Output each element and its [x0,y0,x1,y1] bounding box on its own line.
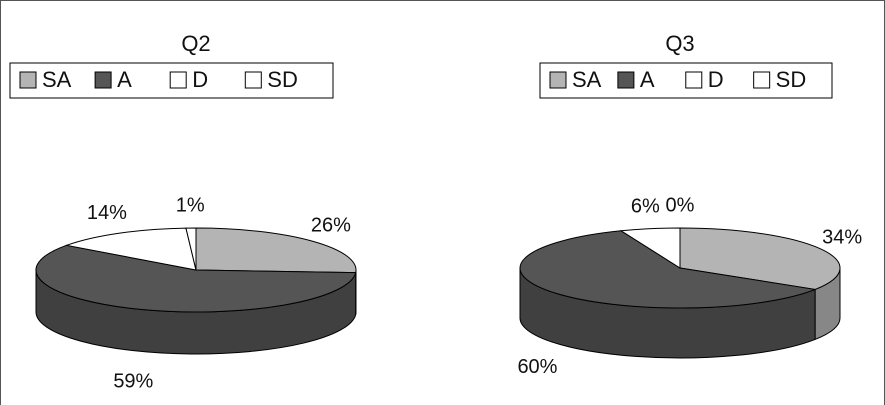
legend-label: A [117,67,132,92]
data-label: 14% [87,202,127,224]
data-label: 1% [176,194,205,216]
legend-label: SD [776,67,807,92]
legend-label: SA [42,67,72,92]
chart-title: Q2 [181,31,210,56]
chart-title: Q3 [665,31,694,56]
pie-slice [519,230,817,309]
data-label: 60% [517,356,557,378]
data-label: 0% [666,194,695,216]
legend-swatch [19,71,37,89]
pie-slice [64,227,197,271]
legend-swatch [617,71,635,89]
pie-slice [195,227,357,274]
legend-swatch [685,71,703,89]
legend-label: SD [267,67,298,92]
data-label: 6% [631,195,660,217]
data-label: 26% [311,214,351,236]
data-label: 59% [113,370,153,392]
legend-swatch [753,71,771,89]
legend-label: D [708,67,724,92]
legend-swatch [549,71,567,89]
legend-swatch [169,71,187,89]
data-label: 34% [822,226,862,248]
pie-slice [35,244,357,313]
pie-slice [185,227,197,271]
legend-swatch [94,71,112,89]
legend-label: SA [572,67,602,92]
legend-swatch [244,71,262,89]
legend-label: D [192,67,208,92]
legend-label: A [640,67,655,92]
